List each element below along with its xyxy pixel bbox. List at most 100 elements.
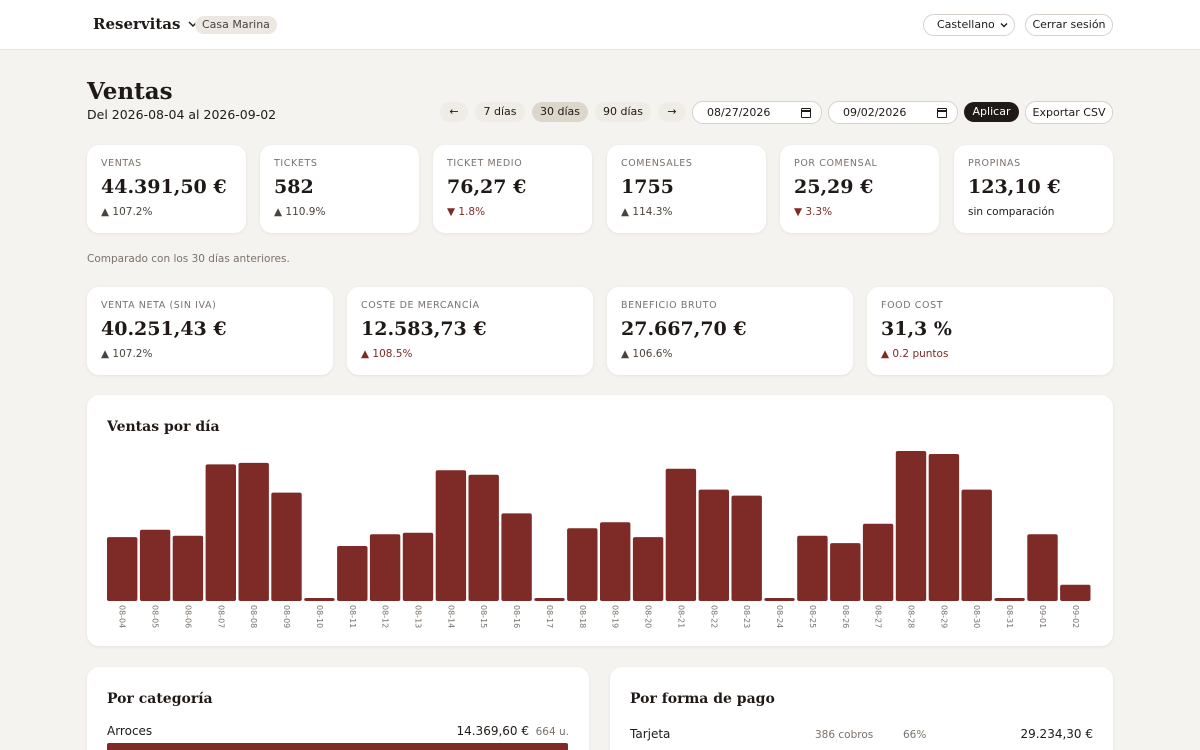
payment-count: 386 cobros	[815, 729, 874, 741]
chart-bar-08-04	[107, 537, 138, 601]
kpi-value: 44.391,50 €	[101, 176, 227, 198]
kpi-value: 12.583,73 €	[361, 318, 487, 340]
chart-bar-08-27	[862, 523, 894, 601]
chart-tick-label: 09-01	[1038, 605, 1047, 628]
chart-tick-label: 08-31	[1005, 605, 1014, 628]
kpi-value: 1755	[621, 176, 674, 198]
kpi-value: 31,3 %	[881, 318, 952, 340]
kpi-label: Por comensal	[794, 158, 878, 169]
category-units: 664 u.	[535, 726, 569, 738]
kpi-label: Ticket medio	[447, 158, 523, 169]
kpi-value: 123,10 €	[968, 176, 1061, 198]
date-from-input[interactable]: 08/27/2026	[692, 101, 822, 124]
chart-bar-08-14	[435, 470, 467, 601]
preset-90-days-button[interactable]: 90 días	[595, 102, 651, 122]
apply-button[interactable]: Aplicar	[964, 102, 1019, 122]
kpi-delta: ▲ 107.2%	[101, 206, 153, 218]
chart-bar-09-02	[1060, 584, 1091, 601]
sales-by-day-chart: 08-04 08-05 08-06 08-07 08-08 08-09 08-10 08-11…	[107, 451, 1091, 628]
chart-bar-08-11	[337, 546, 368, 601]
chart-title: Ventas por día	[107, 419, 220, 435]
kpi-delta: sin comparación	[968, 206, 1055, 218]
chart-bar-08-16	[501, 513, 532, 601]
sales-by-day-card: Ventas por día 08-04 08-05 08-06 08-07 08-08…	[87, 395, 1113, 646]
brand-menu[interactable]: Reservitas	[93, 15, 200, 33]
chart-bar-08-18	[567, 528, 598, 601]
kpi-delta: ▲ 114.3%	[621, 206, 673, 218]
chart-tick-label: 08-06	[183, 605, 192, 628]
chart-tick-label: 08-27	[874, 605, 883, 628]
date-to-input[interactable]: 09/02/2026	[828, 101, 958, 124]
kpi-delta: ▲ 107.2%	[101, 348, 153, 360]
kpi-delta: ▼ 3.3%	[794, 206, 833, 218]
date-to-value: 09/02/2026	[843, 106, 907, 119]
kpi-delta: ▲ 110.9%	[274, 206, 326, 218]
chart-bar-08-25	[797, 535, 828, 601]
kpi-card-ticket-medio: Ticket medio 76,27 € ▼ 1.8%	[433, 145, 592, 233]
chart-tick-label: 08-20	[644, 605, 653, 628]
logout-button[interactable]: Cerrar sesión	[1025, 14, 1113, 36]
chart-tick-label: 08-28	[907, 605, 916, 628]
chart-tick-label: 08-05	[151, 605, 160, 628]
export-csv-button[interactable]: Exportar CSV	[1025, 101, 1113, 124]
chart-tick-label: 08-25	[808, 605, 817, 628]
chart-tick-label: 08-30	[972, 605, 981, 628]
payment-method-name: Tarjeta	[630, 727, 671, 741]
chart-tick-label: 08-26	[841, 605, 850, 628]
chart-bar-08-08	[238, 462, 269, 601]
chart-tick-label: 08-22	[709, 605, 718, 628]
chart-bar-08-20	[632, 537, 664, 601]
chart-tick-label: 08-11	[348, 605, 357, 628]
kpi-label: Beneficio bruto	[621, 300, 718, 311]
top-bar: Reservitas Casa Marina Castellano Cerrar…	[0, 0, 1200, 50]
chart-bar-08-12	[369, 534, 401, 601]
kpi-value: 40.251,43 €	[101, 318, 227, 340]
chart-tick-label: 08-18	[578, 605, 587, 628]
next-period-button[interactable]: →	[658, 102, 686, 122]
chart-bar-09-01	[1027, 534, 1058, 601]
chart-tick-label: 08-24	[775, 605, 784, 628]
chart-tick-label: 08-13	[414, 605, 423, 628]
chart-bar-08-09	[271, 492, 302, 601]
kpi-label: Ventas	[101, 158, 142, 169]
chart-bar-08-10	[304, 598, 335, 601]
panel-title: Por categoría	[107, 691, 213, 707]
by-payment-card: Por forma de pago Tarjeta 386 cobros 66%…	[610, 667, 1113, 750]
preset-30-days-button[interactable]: 30 días	[532, 102, 588, 122]
chart-tick-label: 08-23	[742, 605, 751, 628]
chart-bar-08-06	[172, 535, 204, 601]
kpi-card-comensales: Comensales 1755 ▲ 114.3%	[607, 145, 766, 233]
category-name: Arroces	[107, 724, 153, 738]
page-title: Ventas	[87, 78, 173, 105]
chart-bar-08-29	[928, 454, 960, 601]
kpi-value: 582	[274, 176, 314, 198]
calendar-icon[interactable]	[801, 108, 811, 118]
chart-bar-08-07	[205, 464, 236, 601]
kpi-delta: ▼ 1.8%	[447, 206, 486, 218]
language-select[interactable]: Castellano	[923, 14, 1015, 36]
kpi-card-propinas: Propinas 123,10 € sin comparación	[954, 145, 1113, 233]
chart-tick-label: 08-29	[939, 605, 948, 628]
calendar-icon[interactable]	[937, 108, 947, 118]
category-share-bar	[107, 743, 568, 750]
brand-name: Reservitas	[93, 15, 181, 33]
kpi-label: Venta neta (sin IVA)	[101, 300, 217, 311]
kpi-value: 25,29 €	[794, 176, 874, 198]
prev-period-button[interactable]: ←	[440, 102, 468, 122]
kpi-label: Coste de mercancía	[361, 300, 480, 311]
chart-tick-label: 09-02	[1071, 605, 1080, 628]
kpi-label: Food cost	[881, 300, 944, 311]
chart-bar-08-28	[895, 451, 927, 601]
date-from-value: 08/27/2026	[707, 106, 771, 119]
preset-7-days-button[interactable]: 7 días	[475, 102, 525, 122]
language-select-value: Castellano	[937, 18, 995, 31]
kpi-label: Propinas	[968, 158, 1021, 169]
chart-bar-08-13	[402, 532, 434, 601]
chart-tick-label: 08-04	[118, 605, 127, 628]
chart-tick-label: 08-07	[216, 605, 225, 628]
by-category-card: Por categoría Arroces 14.369,60 € 664 u.	[87, 667, 589, 750]
date-range-text: Del 2026-08-04 al 2026-09-02	[87, 107, 277, 122]
panel-title: Por forma de pago	[630, 691, 775, 707]
payment-amount: 29.234,30 €	[1020, 727, 1093, 741]
chart-bar-08-05	[139, 529, 171, 601]
